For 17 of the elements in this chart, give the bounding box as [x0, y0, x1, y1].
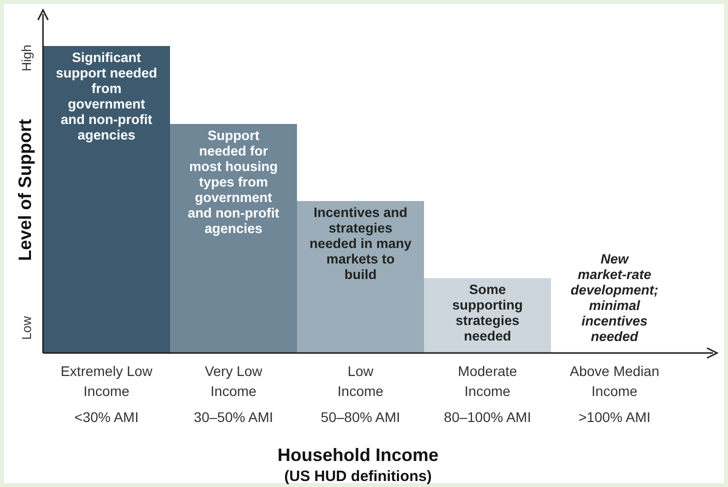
- bar: [297, 201, 424, 353]
- y-axis-title: Level of Support: [15, 118, 35, 262]
- x-tick-label: Above Median Income >100% AMI: [570, 363, 660, 425]
- annotation: Support needed for most housing types from government and non-profit agencies: [188, 128, 280, 236]
- x-tick-label: Extremely Low Income <30% AMI: [60, 363, 154, 425]
- annotation: Incentives and strategies needed in many markets to build: [309, 205, 412, 282]
- x-tick-label: Moderate Income 80–100% AMI: [444, 363, 532, 425]
- x-tick-label: Low Income 50–80% AMI: [320, 363, 400, 425]
- annotation: Some supporting strategies needed: [452, 282, 523, 344]
- annotation: Significant support needed from government and non-profit agencies: [56, 50, 158, 142]
- bar: [43, 46, 170, 353]
- text: High: [19, 44, 34, 72]
- x-tick-label: Very Low Income 30–50% AMI: [194, 363, 274, 425]
- x-axis-title: Household Income (US HUD definitions): [277, 445, 439, 485]
- annotation: New market-rate development; minimal incentives needed: [570, 252, 658, 344]
- text: Low: [19, 315, 34, 340]
- bar: [170, 124, 297, 353]
